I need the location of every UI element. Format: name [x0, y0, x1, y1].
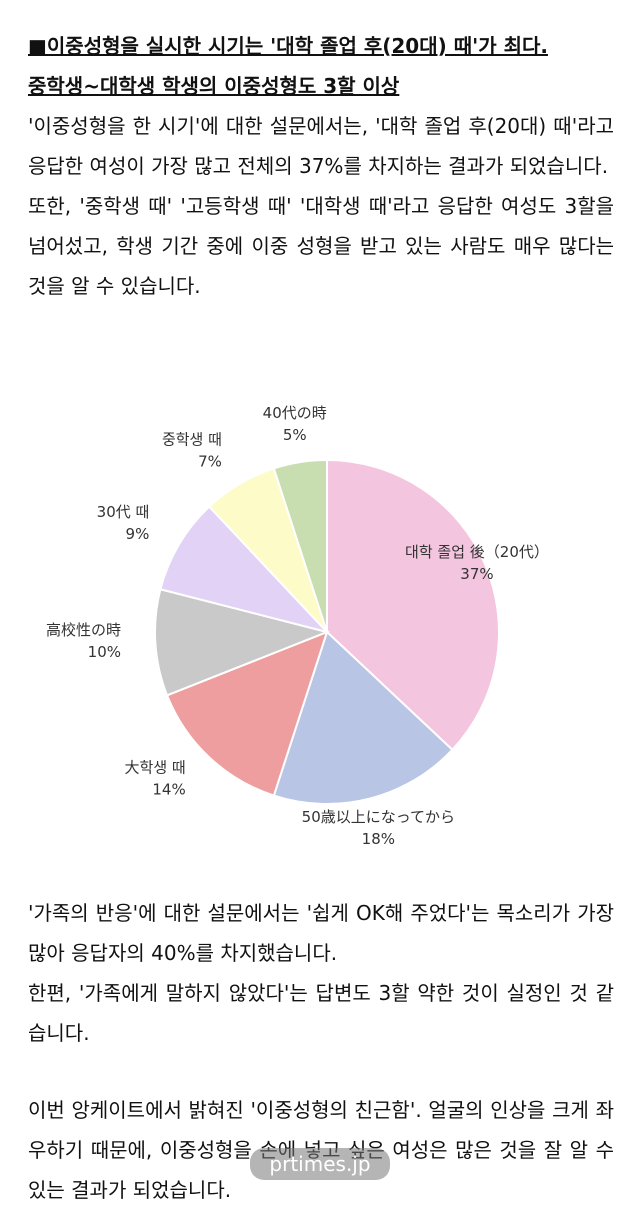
- slice-label: 40代の時: [263, 404, 327, 422]
- slice-value: 10%: [88, 643, 121, 661]
- slice-label: 大학생 때: [125, 758, 186, 776]
- pie-slice: [154, 588, 331, 697]
- heading-line: 중학생~대학생 학생의 이중성형도 3할 이상: [28, 74, 400, 98]
- slice-value: 5%: [283, 426, 307, 444]
- paragraph: '가족의 반응'에 대한 설문에서는 '쉽게 OK해 주었다'는 목소리가 가장…: [28, 901, 614, 965]
- intro: '이중성형을 한 시기'에 대한 설문에서는, '대학 졸업 후(20대) 때'…: [28, 106, 614, 306]
- watermark: prtimes.jp: [250, 1148, 390, 1180]
- slice-value: 14%: [152, 780, 185, 798]
- slice-label: 高校性の時: [46, 621, 121, 639]
- slice-label: 대학 졸업 後（20代）: [405, 543, 549, 561]
- pie-slice: [165, 630, 329, 797]
- outro: '가족의 반응'에 대한 설문에서는 '쉽게 OK해 주었다'는 목소리가 가장…: [28, 893, 614, 1053]
- slice-label: 50歳以上になってから: [302, 808, 455, 826]
- slice-label: 중학생 때: [162, 430, 222, 448]
- pie-chart: 대학 졸업 後（20代） 37% 50歳以上になってから 18% 大학생 때 14% 高校性…: [46, 404, 549, 848]
- heading: ■이중성형을 실시한 시기는 '대학 졸업 후(20대) 때'가 최다. 중학생…: [28, 26, 614, 106]
- slice-value: 9%: [126, 525, 150, 543]
- heading-line: ■이중성형을 실시한 시기는 '대학 졸업 후(20대) 때'가 최다.: [28, 34, 548, 58]
- paragraph: 또한, '중학생 때' '고등학생 때' '대학생 때'라고 응답한 여성도 3…: [28, 194, 614, 298]
- pie-slice: [159, 505, 331, 634]
- paragraph: 한편, '가족에게 말하지 않았다'는 답변도 3할 약한 것이 실정인 것 같…: [28, 981, 614, 1045]
- paragraph: '이중성형을 한 시기'에 대한 설문에서는, '대학 졸업 후(20대) 때'…: [28, 114, 614, 178]
- pie-slice: [272, 458, 328, 633]
- slice-value: 7%: [198, 452, 222, 470]
- slice-value: 18%: [362, 830, 395, 848]
- pie-slice: [272, 630, 454, 805]
- pie-slice: [326, 458, 500, 752]
- slice-value: 37%: [460, 565, 493, 583]
- slice-label: 30代 때: [97, 503, 150, 521]
